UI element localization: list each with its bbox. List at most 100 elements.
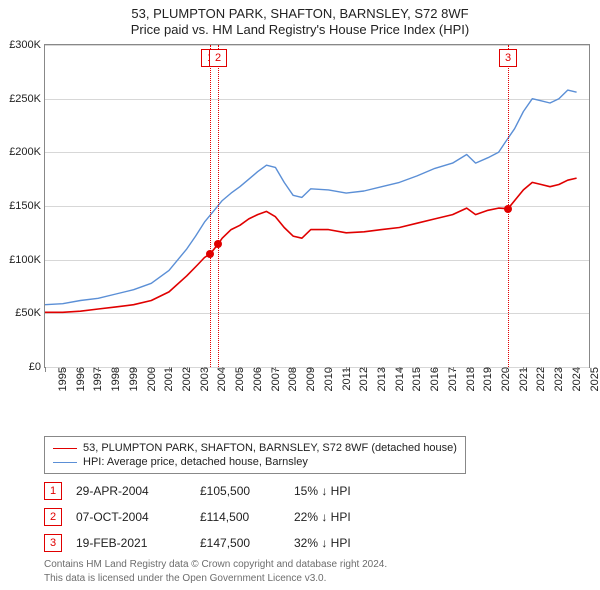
footer-line2: This data is licensed under the Open Gov… bbox=[44, 572, 387, 586]
x-tick-label: 1999 bbox=[121, 367, 140, 391]
x-tick-label: 1997 bbox=[85, 367, 104, 391]
x-tick bbox=[417, 367, 418, 372]
series-line-hpi bbox=[45, 90, 577, 305]
x-tick bbox=[559, 367, 560, 372]
x-tick-label: 2013 bbox=[369, 367, 388, 391]
x-tick bbox=[453, 367, 454, 372]
y-tick-label: £0 bbox=[29, 361, 45, 373]
y-tick-label: £300K bbox=[9, 39, 45, 51]
legend-label-property: 53, PLUMPTON PARK, SHAFTON, BARNSLEY, S7… bbox=[83, 442, 457, 454]
x-tick bbox=[364, 367, 365, 372]
marker-vline bbox=[210, 45, 211, 367]
x-tick bbox=[346, 367, 347, 372]
x-tick bbox=[116, 367, 117, 372]
y-tick-label: £250K bbox=[9, 93, 45, 105]
event-badge: 2 bbox=[44, 508, 62, 526]
plot-area: £0£50K£100K£150K£200K£250K£300K199519961… bbox=[44, 44, 590, 368]
x-tick bbox=[169, 367, 170, 372]
event-badge: 3 bbox=[44, 534, 62, 552]
marker-badge-3: 3 bbox=[499, 49, 517, 67]
event-price: £114,500 bbox=[200, 510, 280, 524]
x-tick-label: 2017 bbox=[440, 367, 459, 391]
x-tick-label: 1995 bbox=[50, 367, 69, 391]
x-tick-label: 2020 bbox=[493, 367, 512, 391]
x-tick-label: 2010 bbox=[316, 367, 335, 391]
event-delta: 22% ↓ HPI bbox=[294, 510, 404, 524]
x-tick bbox=[382, 367, 383, 372]
x-tick-label: 2023 bbox=[546, 367, 565, 391]
event-badge: 1 bbox=[44, 482, 62, 500]
x-tick bbox=[470, 367, 471, 372]
x-tick-label: 2005 bbox=[227, 367, 246, 391]
x-tick-label: 2018 bbox=[458, 367, 477, 391]
footer: Contains HM Land Registry data © Crown c… bbox=[44, 558, 387, 585]
x-tick-label: 2004 bbox=[209, 367, 228, 391]
legend: 53, PLUMPTON PARK, SHAFTON, BARNSLEY, S7… bbox=[44, 436, 466, 474]
x-tick-label: 1996 bbox=[68, 367, 87, 391]
x-tick bbox=[577, 367, 578, 372]
x-tick-label: 2008 bbox=[280, 367, 299, 391]
x-tick bbox=[435, 367, 436, 372]
legend-swatch-hpi bbox=[53, 462, 77, 463]
footer-line1: Contains HM Land Registry data © Crown c… bbox=[44, 558, 387, 572]
x-tick bbox=[151, 367, 152, 372]
marker-badge-2: 2 bbox=[209, 49, 227, 67]
marker-point-2 bbox=[214, 240, 222, 248]
x-tick bbox=[134, 367, 135, 372]
x-tick-label: 2001 bbox=[156, 367, 175, 391]
event-delta: 32% ↓ HPI bbox=[294, 536, 404, 550]
event-delta: 15% ↓ HPI bbox=[294, 484, 404, 498]
event-price: £147,500 bbox=[200, 536, 280, 550]
x-tick bbox=[506, 367, 507, 372]
events-table: 129-APR-2004£105,50015% ↓ HPI207-OCT-200… bbox=[44, 482, 404, 560]
event-date: 19-FEB-2021 bbox=[76, 536, 186, 550]
title-line2: Price paid vs. HM Land Registry's House … bbox=[0, 22, 600, 38]
x-tick bbox=[98, 367, 99, 372]
x-tick-label: 2002 bbox=[174, 367, 193, 391]
x-tick-label: 2006 bbox=[245, 367, 264, 391]
x-tick bbox=[80, 367, 81, 372]
legend-row-property: 53, PLUMPTON PARK, SHAFTON, BARNSLEY, S7… bbox=[53, 441, 457, 455]
x-tick-label: 2000 bbox=[139, 367, 158, 391]
x-tick-label: 2019 bbox=[475, 367, 494, 391]
x-tick bbox=[275, 367, 276, 372]
legend-swatch-property bbox=[53, 448, 77, 449]
event-row: 3 19-FEB-2021 £147,500 32% ↓ HPI bbox=[44, 534, 404, 552]
y-tick-label: £100K bbox=[9, 254, 45, 266]
x-tick bbox=[293, 367, 294, 372]
x-tick bbox=[399, 367, 400, 372]
x-tick-label: 2007 bbox=[263, 367, 282, 391]
x-tick-label: 2016 bbox=[422, 367, 441, 391]
x-tick bbox=[329, 367, 330, 372]
legend-label-hpi: HPI: Average price, detached house, Barn… bbox=[83, 456, 308, 468]
marker-point-3 bbox=[504, 205, 512, 213]
x-tick bbox=[240, 367, 241, 372]
x-tick bbox=[45, 367, 46, 372]
x-tick-label: 1998 bbox=[103, 367, 122, 391]
x-tick-label: 2024 bbox=[564, 367, 583, 391]
x-tick bbox=[541, 367, 542, 372]
x-tick-label: 2015 bbox=[404, 367, 423, 391]
y-tick-label: £150K bbox=[9, 200, 45, 212]
event-date: 07-OCT-2004 bbox=[76, 510, 186, 524]
title-line1: 53, PLUMPTON PARK, SHAFTON, BARNSLEY, S7… bbox=[0, 6, 600, 22]
x-tick bbox=[63, 367, 64, 372]
x-tick bbox=[222, 367, 223, 372]
x-tick bbox=[258, 367, 259, 372]
chart-container: 53, PLUMPTON PARK, SHAFTON, BARNSLEY, S7… bbox=[0, 0, 600, 590]
x-tick bbox=[187, 367, 188, 372]
x-tick-label: 2012 bbox=[351, 367, 370, 391]
x-tick-label: 2003 bbox=[192, 367, 211, 391]
marker-vline bbox=[218, 45, 219, 367]
x-tick bbox=[523, 367, 524, 372]
x-tick-label: 2021 bbox=[511, 367, 530, 391]
x-tick bbox=[204, 367, 205, 372]
event-row: 129-APR-2004£105,50015% ↓ HPI bbox=[44, 482, 404, 500]
marker-point-1 bbox=[206, 250, 214, 258]
event-row: 2 07-OCT-2004 £114,500 22% ↓ HPI bbox=[44, 508, 404, 526]
x-tick-label: 2025 bbox=[582, 367, 600, 391]
x-tick-label: 2014 bbox=[387, 367, 406, 391]
event-price: £105,500 bbox=[200, 484, 280, 498]
y-tick-label: £200K bbox=[9, 146, 45, 158]
x-tick bbox=[488, 367, 489, 372]
